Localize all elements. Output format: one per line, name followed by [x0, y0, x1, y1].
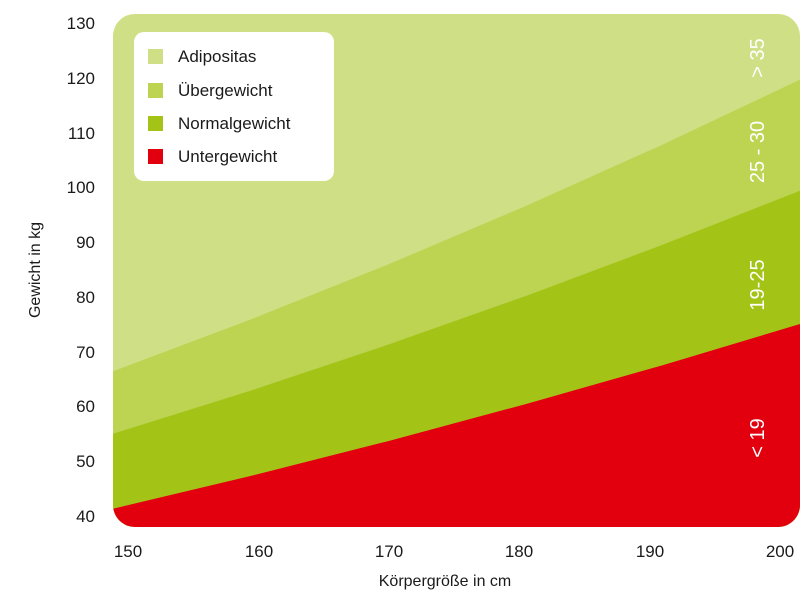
- zone-untergewicht: [113, 324, 800, 527]
- legend-swatch-uebergewicht: [148, 83, 163, 98]
- legend-box: [134, 32, 334, 181]
- legend-label-uebergewicht: Übergewicht: [178, 81, 273, 100]
- legend-swatch-untergewicht: [148, 149, 163, 164]
- y-tick-label: 90: [76, 233, 95, 252]
- legend-swatch-adipositas: [148, 49, 163, 64]
- x-axis: 150 160 170 180 190 200: [114, 542, 794, 561]
- x-tick-label: 190: [636, 542, 664, 561]
- legend-label-untergewicht: Untergewicht: [178, 147, 277, 166]
- x-tick-label: 200: [766, 542, 794, 561]
- x-tick-label: 180: [505, 542, 533, 561]
- zone-label-normalgewicht: 19-25: [747, 259, 769, 310]
- zone-label-untergewicht: < 19: [747, 418, 769, 457]
- zone-label-adipositas: > 35: [747, 38, 769, 77]
- y-tick-label: 70: [76, 343, 95, 362]
- y-axis: 130 120 110 100 90 80 70 60 50 40: [67, 14, 95, 526]
- y-tick-label: 100: [67, 178, 95, 197]
- y-tick-label: 80: [76, 288, 95, 307]
- legend-swatch-normalgewicht: [148, 116, 163, 131]
- x-tick-label: 160: [245, 542, 273, 561]
- legend: Adipositas Übergewicht Normalgewicht Unt…: [134, 32, 334, 181]
- y-tick-label: 120: [67, 69, 95, 88]
- plot-area: [113, 14, 800, 527]
- y-tick-label: 50: [76, 452, 95, 471]
- y-axis-title: Gewicht in kg: [27, 222, 44, 318]
- legend-label-normalgewicht: Normalgewicht: [178, 114, 291, 133]
- y-tick-label: 110: [68, 124, 95, 143]
- x-axis-title: Körpergröße in cm: [379, 573, 512, 590]
- zone-label-uebergewicht: 25 - 30: [747, 121, 769, 183]
- legend-label-adipositas: Adipositas: [178, 47, 256, 66]
- y-tick-label: 60: [76, 397, 95, 416]
- x-tick-label: 150: [114, 542, 142, 561]
- y-tick-label: 40: [76, 507, 95, 526]
- x-tick-label: 170: [375, 542, 403, 561]
- y-tick-label: 130: [67, 14, 95, 33]
